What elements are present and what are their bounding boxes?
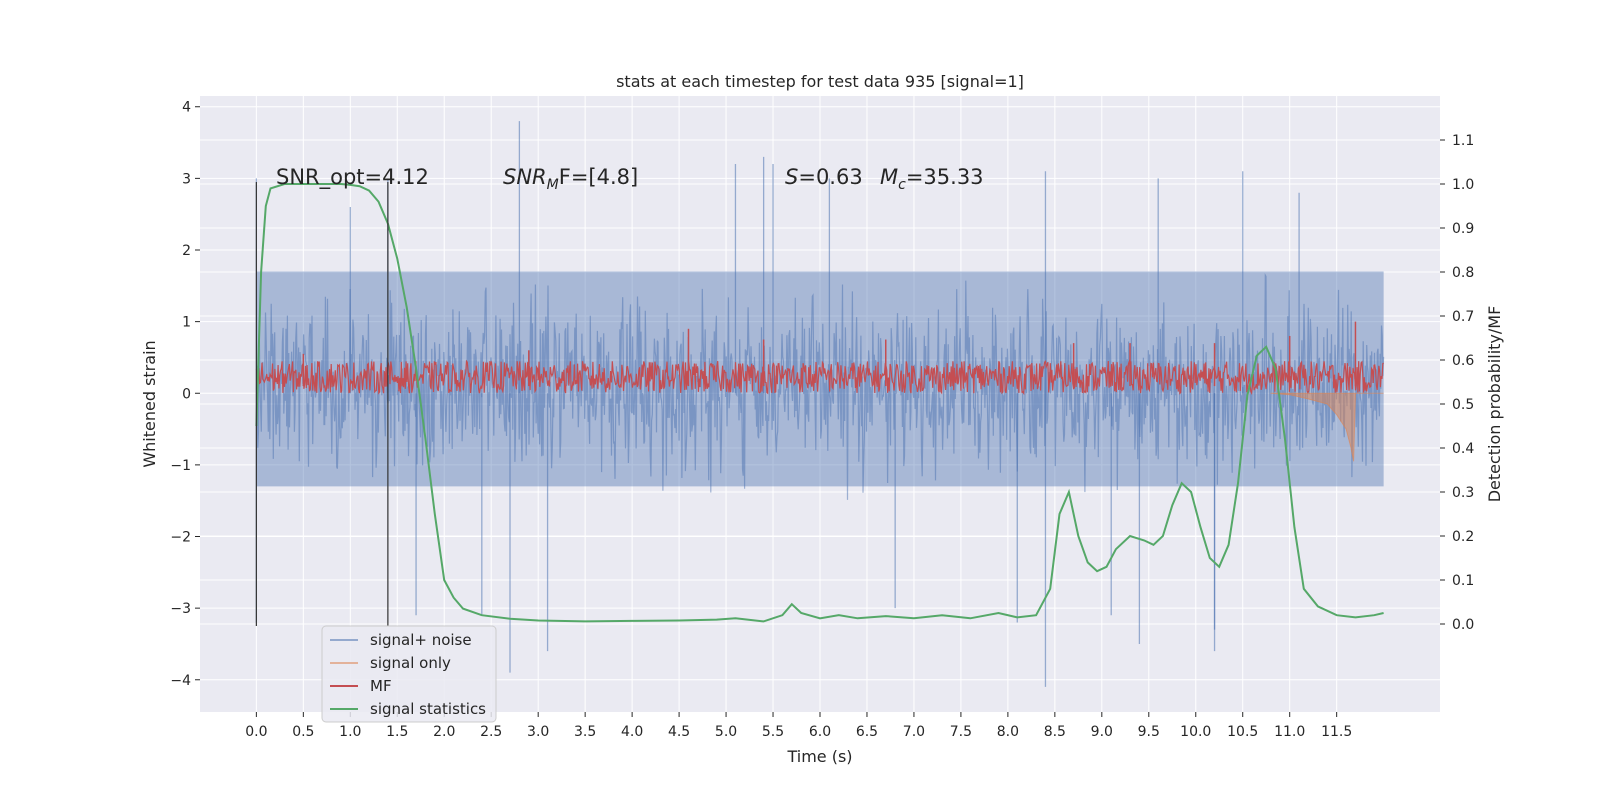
- x-axis-label: Time (s): [786, 747, 852, 766]
- x-tick-label: 5.5: [762, 724, 784, 740]
- snr-mf-suffix: F=[4.8]: [559, 165, 638, 189]
- x-tick-label: 10.0: [1180, 724, 1211, 740]
- x-tick-label: 1.5: [386, 724, 408, 740]
- x-tick-label: 7.0: [903, 724, 925, 740]
- legend-label-mf: MF: [370, 677, 392, 695]
- vertical-lines: [255, 181, 389, 627]
- y-tick-label: −4: [170, 673, 191, 689]
- legend-box: [321, 625, 497, 723]
- x-tick-label: 4.0: [621, 724, 643, 740]
- y2-tick-label: 0.8: [1452, 265, 1474, 281]
- x-tick-label: 8.0: [997, 724, 1019, 740]
- y-tick-labels: −4 −3 −2 −1 0 1 2 3 4: [170, 100, 200, 689]
- x-tick-label: 0.0: [245, 724, 267, 740]
- mc-label: M: [880, 165, 898, 189]
- annotation-s: S=0.63: [785, 165, 863, 189]
- y2-tick-labels: 0.0 0.1 0.2 0.3 0.4 0.5 0.6 0.7 0.8 0.9 1.0 1.1: [1440, 133, 1474, 633]
- y-tick-label: 0: [182, 386, 191, 402]
- signal-statistics-line: [255, 183, 1384, 623]
- s-value: =0.63: [798, 165, 862, 189]
- snr-mf-prefix: SNR: [503, 165, 547, 189]
- y2-tick-label: 1.1: [1452, 133, 1474, 149]
- x-tick-label: 5.0: [715, 724, 737, 740]
- mc-subscript: c: [898, 177, 906, 193]
- x-tick-label: 9.5: [1138, 724, 1160, 740]
- x-tick-label: 8.5: [1044, 724, 1066, 740]
- y2-tick-label: 0.5: [1452, 397, 1474, 413]
- legend-label-signal-noise: signal+ noise: [370, 631, 472, 649]
- signal-only-trace: [1270, 392, 1384, 462]
- snr-mf-subscript: M: [547, 177, 559, 193]
- y-tick-label: −3: [170, 601, 191, 617]
- mf-trace: [255, 359, 1384, 396]
- annotation-snr-mf: SNRMF=[4.8]: [503, 165, 638, 193]
- legend-label-signal-only: signal only: [370, 654, 451, 672]
- x-tick-label: 3.0: [527, 724, 549, 740]
- x-tick-label: 1.0: [339, 724, 361, 740]
- x-tick-label: 4.5: [668, 724, 690, 740]
- x-tick-label: 9.0: [1091, 724, 1113, 740]
- mc-value: =35.33: [906, 165, 984, 189]
- legend-label-signal-statistics: signal statistics: [370, 700, 486, 718]
- y2-tick-label: 0.4: [1452, 441, 1474, 457]
- y-tick-label: 2: [182, 243, 191, 259]
- y-tick-label: −2: [170, 530, 191, 546]
- series-layer: [255, 121, 1385, 687]
- annotation-mc: Mc=35.33: [880, 165, 984, 193]
- x-tick-label: 11.5: [1321, 724, 1352, 740]
- annotation-snr-opt: SNR_opt=4.12: [276, 165, 429, 190]
- y2-tick-label: 0.1: [1452, 573, 1474, 589]
- y-tick-label: 3: [182, 171, 191, 187]
- x-tick-label: 0.5: [292, 724, 314, 740]
- y2-axis-label: Detection probability/MF: [1485, 306, 1504, 503]
- x-tick-label: 10.5: [1227, 724, 1258, 740]
- y2-tick-label: 0.6: [1452, 353, 1474, 369]
- x-tick-label: 11.0: [1274, 724, 1305, 740]
- x-tick-label: 2.0: [433, 724, 455, 740]
- signal-noise-trace: [255, 273, 1385, 500]
- x-tick-label: 2.5: [480, 724, 502, 740]
- legend: signal+ noise signal only MF signal stat…: [321, 625, 497, 723]
- s-label: S: [785, 165, 798, 189]
- x-tick-label: 3.5: [574, 724, 596, 740]
- y2-tick-label: 0.2: [1452, 529, 1474, 545]
- y-tick-label: 1: [182, 315, 191, 331]
- y2-tick-label: 0.3: [1452, 485, 1474, 501]
- y2-tick-label: 0.9: [1452, 221, 1474, 237]
- x-tick-label: 6.0: [809, 724, 831, 740]
- y-tick-label: −1: [170, 458, 191, 474]
- chart-title: stats at each timestep for test data 935…: [616, 72, 1024, 91]
- y2-tick-label: 1.0: [1452, 177, 1474, 193]
- y-axis-label: Whitened strain: [140, 340, 159, 467]
- x-tick-labels: 0.0 0.5 1.0 1.5 2.0 2.5 3.0 3.5 4.0 4.5 5.0 5.5 6.0 6…: [245, 712, 1352, 740]
- y-tick-label: 4: [182, 100, 191, 116]
- x-tick-label: 6.5: [856, 724, 878, 740]
- y2-tick-label: 0.7: [1452, 309, 1474, 325]
- y2-tick-label: 0.0: [1452, 617, 1474, 633]
- x-tick-label: 7.5: [950, 724, 972, 740]
